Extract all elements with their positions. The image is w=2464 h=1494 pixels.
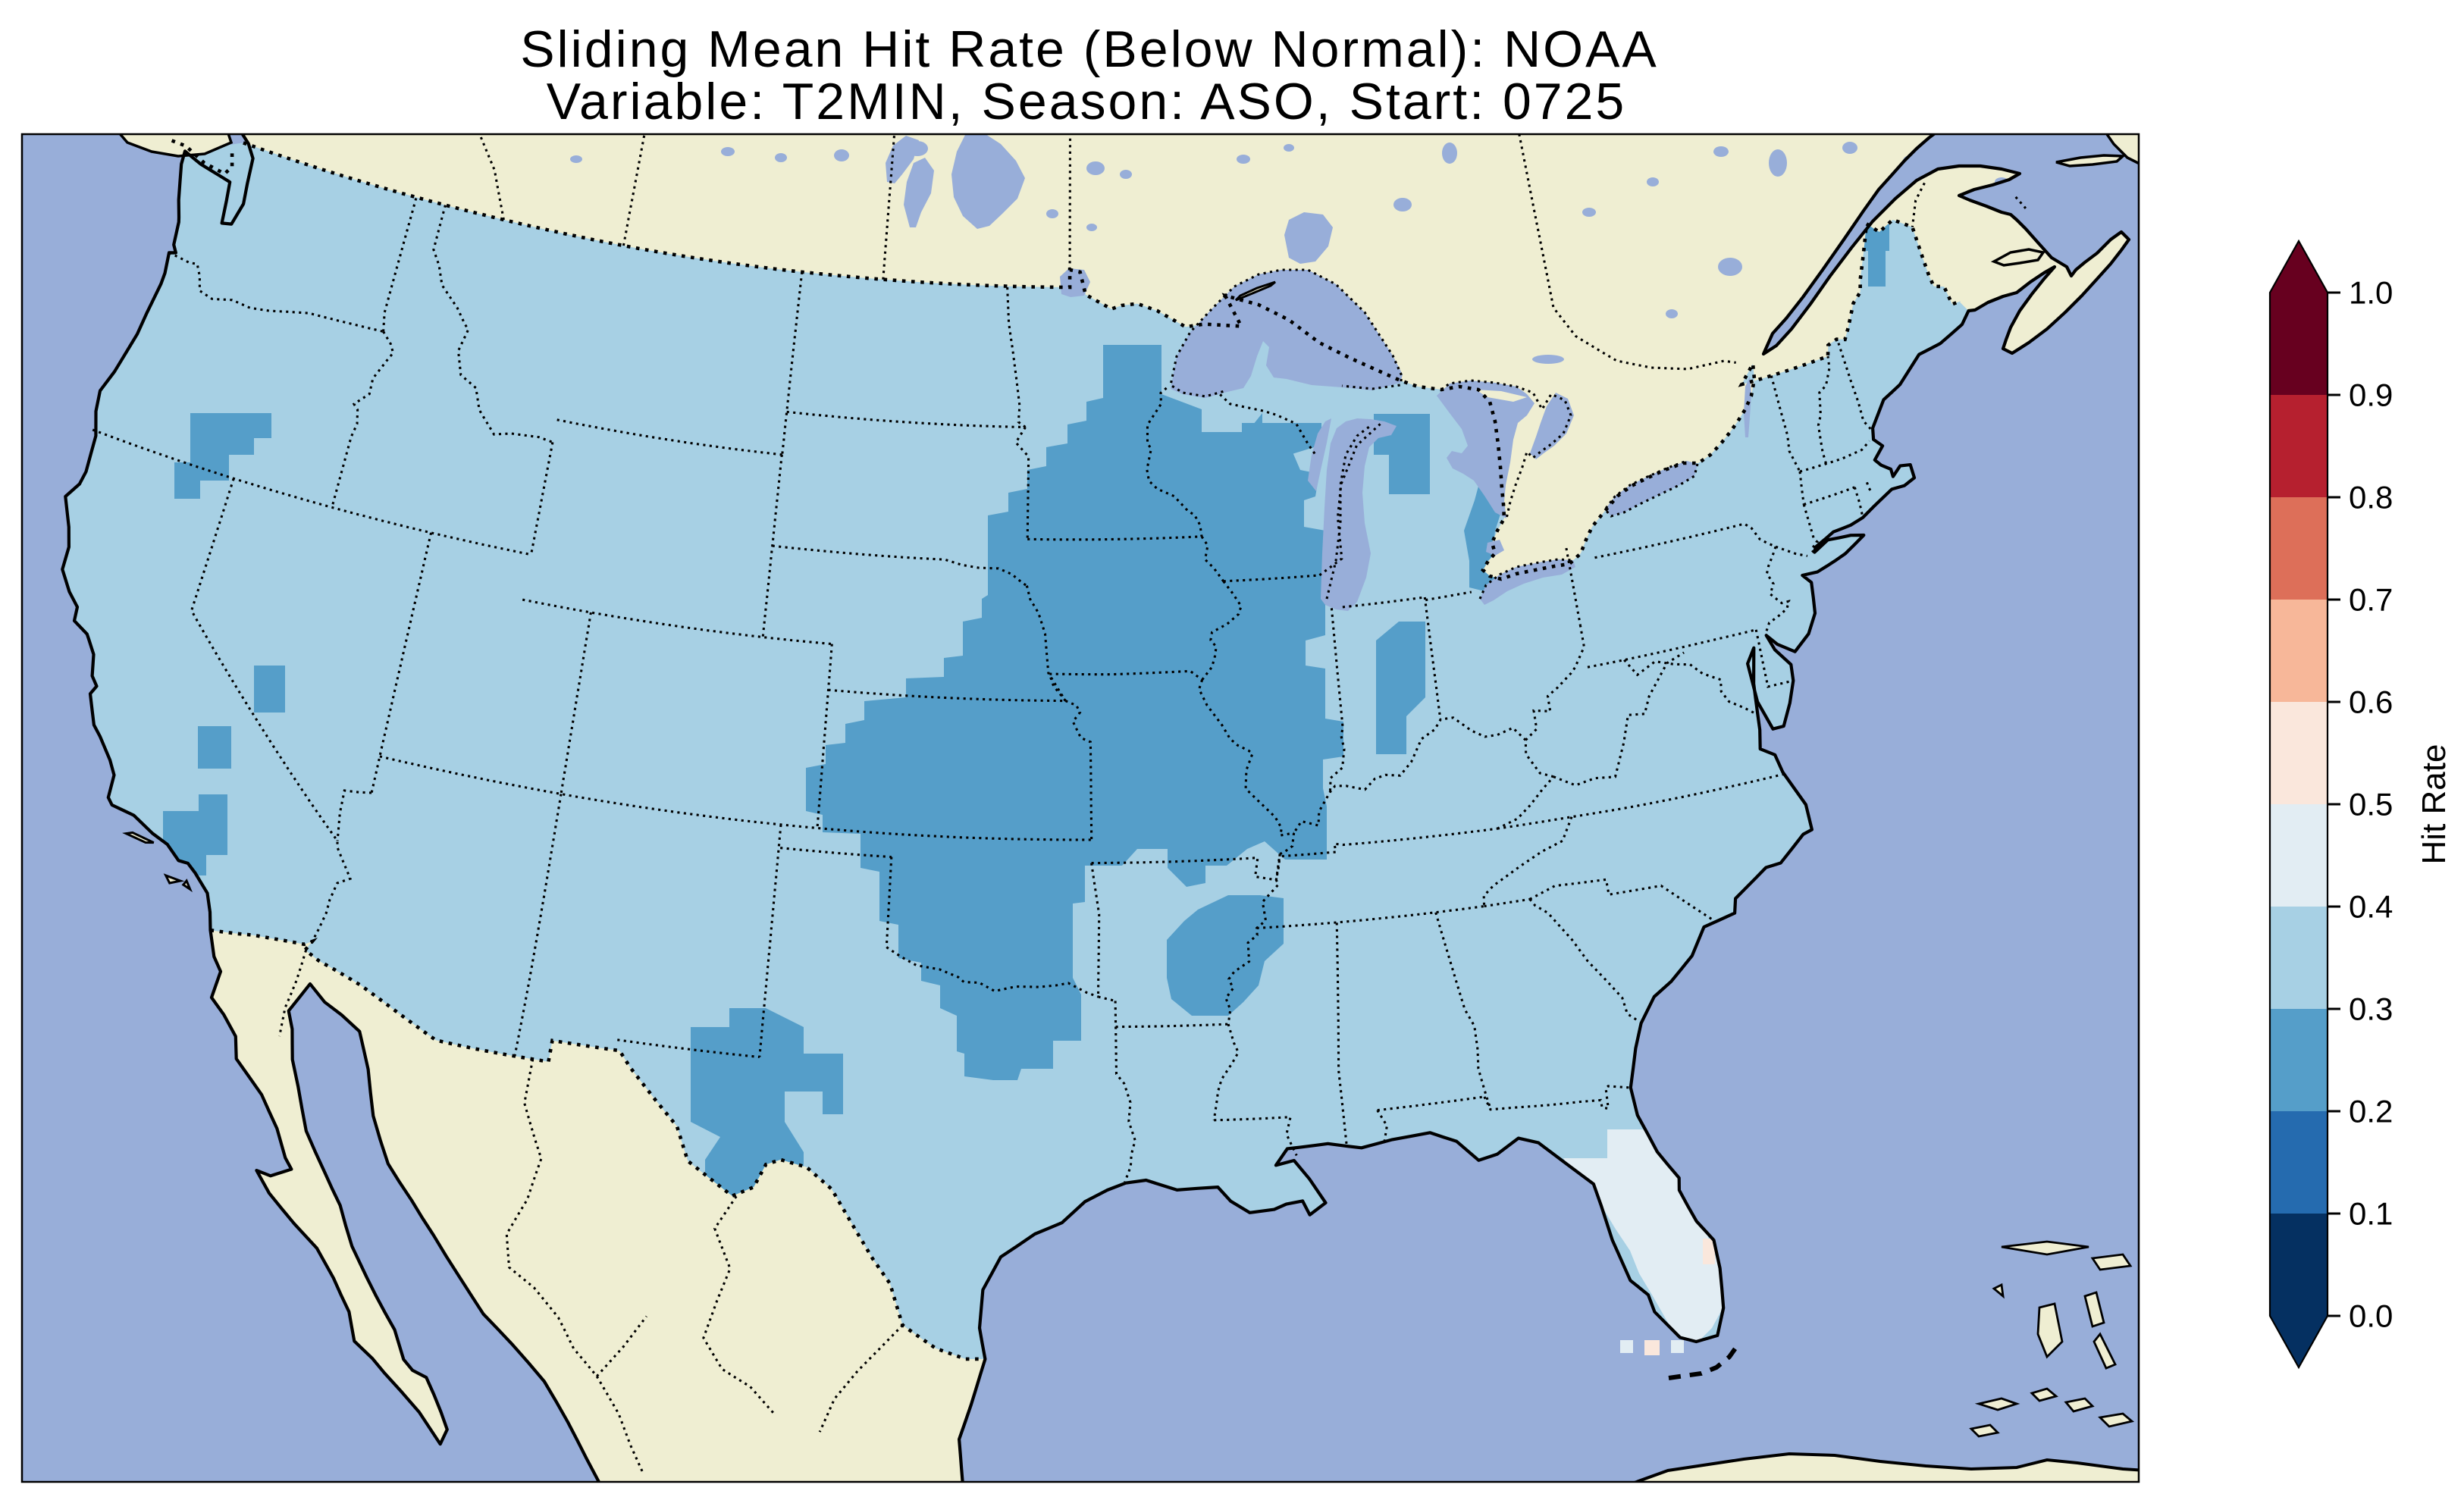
- svg-text:Sliding Mean Hit Rate (Below N: Sliding Mean Hit Rate (Below Normal): NO…: [520, 20, 1659, 78]
- svg-text:0.8: 0.8: [2349, 480, 2393, 515]
- svg-text:0.0: 0.0: [2349, 1298, 2393, 1334]
- svg-text:0.4: 0.4: [2349, 889, 2393, 925]
- svg-text:0.9: 0.9: [2349, 377, 2393, 413]
- svg-text:0.1: 0.1: [2349, 1196, 2393, 1232]
- svg-text:0.7: 0.7: [2349, 582, 2393, 618]
- svg-text:Variable: T2MIN, Season: ASO,: Variable: T2MIN, Season: ASO, Start: 072…: [547, 73, 1627, 130]
- svg-text:0.6: 0.6: [2349, 684, 2393, 720]
- svg-text:0.5: 0.5: [2349, 787, 2393, 822]
- svg-text:0.3: 0.3: [2349, 991, 2393, 1027]
- svg-text:Hit Rate: Hit Rate: [2415, 744, 2453, 865]
- svg-text:0.2: 0.2: [2349, 1094, 2393, 1129]
- svg-text:1.0: 1.0: [2349, 275, 2393, 311]
